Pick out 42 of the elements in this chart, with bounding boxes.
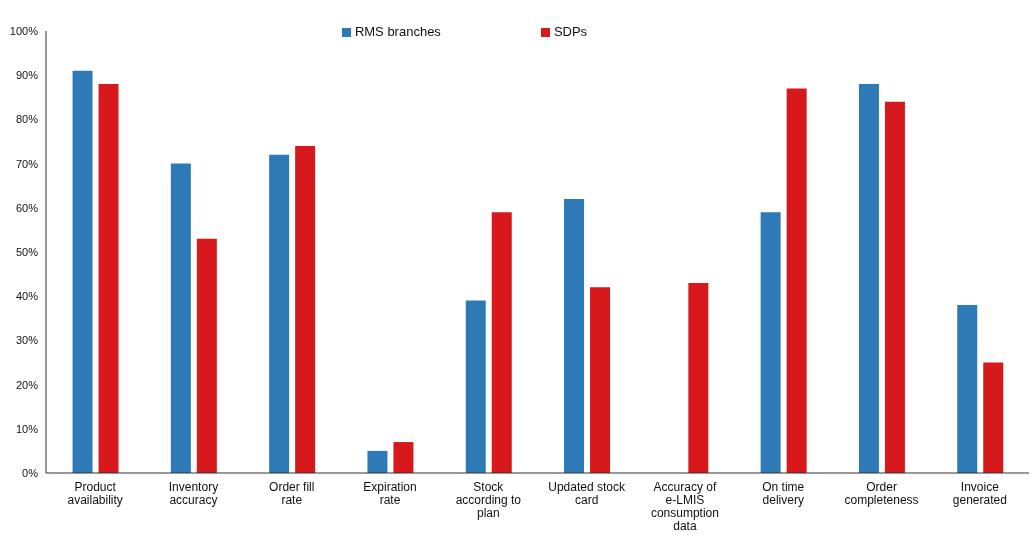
x-tick-label: Order completeness — [844, 480, 919, 507]
bar — [491, 212, 512, 473]
bar — [72, 70, 93, 473]
y-tick-label: 70% — [15, 157, 39, 170]
y-tick-label: 20% — [15, 378, 39, 391]
bar — [590, 287, 611, 473]
bar — [98, 84, 119, 473]
x-tick-label: Invoice generated — [952, 480, 1007, 507]
y-tick-label: 40% — [15, 290, 39, 303]
legend-label: RMS branches — [354, 24, 441, 39]
x-tick-label: Accuracy of e-LMIS consumption data — [650, 480, 719, 533]
bar — [170, 163, 191, 473]
y-tick-label: 90% — [15, 69, 39, 82]
y-tick-label: 100% — [9, 24, 39, 37]
bar — [465, 300, 486, 473]
x-tick-label: Stock according to plan — [455, 480, 522, 520]
x-tick-label: Updated stock card — [548, 480, 626, 507]
bar — [760, 212, 781, 473]
bar — [295, 145, 316, 473]
bar — [786, 88, 807, 473]
bar — [564, 198, 585, 473]
bar — [196, 238, 217, 473]
x-tick-label: Inventory accuracy — [168, 480, 219, 507]
y-tick-label: 50% — [15, 245, 39, 258]
bar — [884, 101, 905, 473]
y-tick-label: 80% — [15, 113, 39, 126]
y-tick-label: 60% — [15, 201, 39, 214]
y-tick-label: 10% — [15, 422, 39, 435]
bar — [393, 442, 414, 473]
bar — [957, 305, 978, 473]
x-tick-label: Order fill rate — [269, 480, 315, 507]
bar — [983, 362, 1004, 473]
x-tick-label: On time delivery — [762, 480, 805, 507]
y-tick-label: 30% — [15, 334, 39, 347]
bar — [858, 84, 879, 473]
legend-label: SDPs — [553, 24, 588, 39]
x-tick-label: Expiration rate — [363, 480, 417, 507]
y-tick-label: 0% — [22, 466, 39, 479]
x-tick-label: Product availability — [67, 480, 123, 507]
bar — [269, 154, 290, 473]
bar — [688, 282, 709, 473]
bar — [367, 450, 388, 473]
